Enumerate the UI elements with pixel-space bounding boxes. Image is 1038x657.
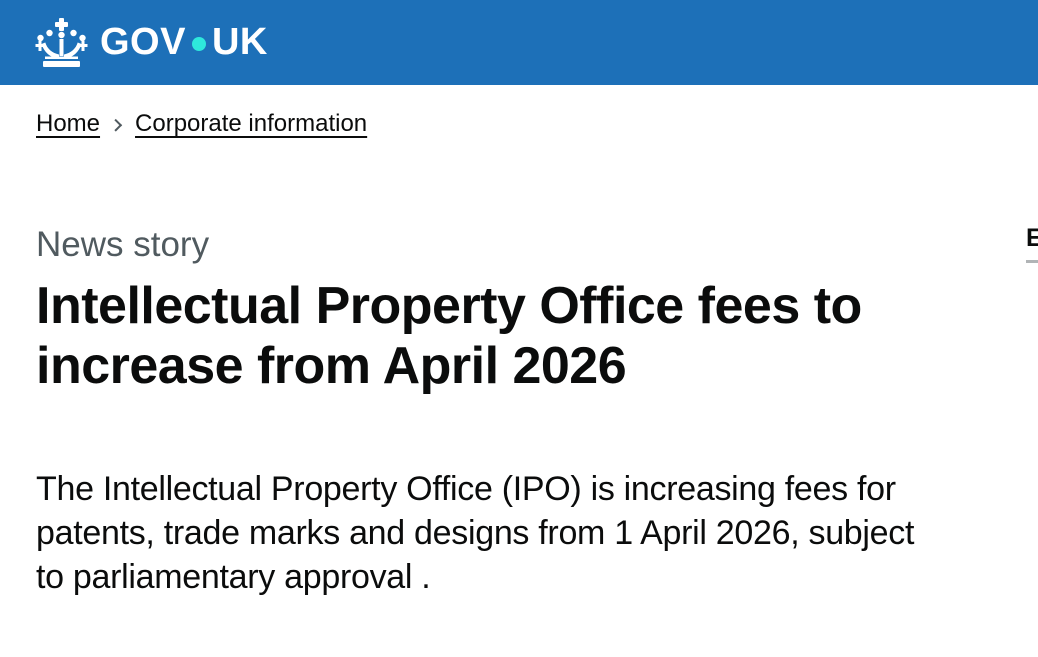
- govuk-logotype: GOV UK: [100, 21, 268, 64]
- page-title: Intellectual Property Office fees to inc…: [36, 276, 862, 396]
- breadcrumb-link-corporate-information[interactable]: Corporate information: [135, 110, 368, 137]
- lead-paragraph: The Intellectual Property Office (IPO) i…: [36, 467, 914, 599]
- page-title-line-2: increase from April 2026: [36, 337, 627, 395]
- govuk-header-bar: GOV UK: [0, 0, 1038, 85]
- logo-dot-icon: [191, 36, 206, 51]
- lead-line-3: to parliamentary approval .: [36, 558, 431, 596]
- chevron-right-icon: [109, 118, 123, 132]
- logo-text-uk: UK: [211, 21, 268, 63]
- article-caption: News story: [36, 225, 210, 264]
- page-title-line-1: Intellectual Property Office fees to: [36, 277, 862, 335]
- breadcrumb: Home Corporate information: [36, 110, 367, 138]
- breadcrumb-link-home[interactable]: Home: [36, 110, 101, 137]
- right-column-divider: [1026, 260, 1038, 263]
- logo-text-gov: GOV: [100, 21, 186, 63]
- lead-line-1: The Intellectual Property Office (IPO) i…: [36, 470, 896, 508]
- right-column-partial-heading: E: [1026, 224, 1038, 252]
- govuk-logo-link[interactable]: GOV UK: [35, 17, 268, 68]
- lead-line-2: patents, trade marks and designs from 1 …: [36, 514, 915, 552]
- crown-icon: [35, 17, 88, 67]
